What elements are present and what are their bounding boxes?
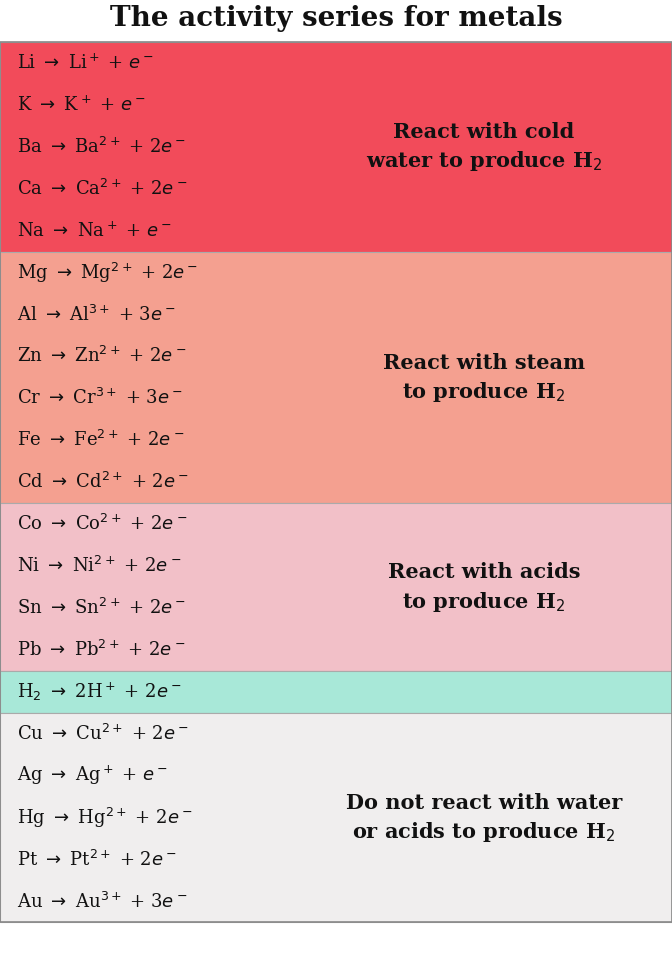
Text: Zn $\rightarrow$ Zn$^{2+}$ + 2$e^-$: Zn $\rightarrow$ Zn$^{2+}$ + 2$e^-$: [17, 346, 186, 367]
Text: Au $\rightarrow$ Au$^{3+}$ + 3$e^-$: Au $\rightarrow$ Au$^{3+}$ + 3$e^-$: [17, 891, 187, 912]
Text: Hg $\rightarrow$ Hg$^{2+}$ + 2$e^-$: Hg $\rightarrow$ Hg$^{2+}$ + 2$e^-$: [17, 805, 192, 830]
Text: Co $\rightarrow$ Co$^{2+}$ + 2$e^-$: Co $\rightarrow$ Co$^{2+}$ + 2$e^-$: [17, 514, 187, 534]
Bar: [0, 42, 672, 252]
Text: Al $\rightarrow$ Al$^{3+}$ + 3$e^-$: Al $\rightarrow$ Al$^{3+}$ + 3$e^-$: [17, 304, 175, 325]
Bar: [0, 252, 672, 503]
Text: or acids to produce H$_2$: or acids to produce H$_2$: [352, 820, 616, 844]
Text: Li $\rightarrow$ Li$^+$ + $e^-$: Li $\rightarrow$ Li$^+$ + $e^-$: [17, 54, 154, 72]
Text: water to produce H$_2$: water to produce H$_2$: [366, 149, 602, 174]
Text: K $\rightarrow$ K$^+$ + $e^-$: K $\rightarrow$ K$^+$ + $e^-$: [17, 96, 146, 114]
Text: to produce H$_2$: to produce H$_2$: [403, 590, 565, 613]
Text: The activity series for metals: The activity series for metals: [110, 5, 562, 31]
Text: React with steam: React with steam: [383, 353, 585, 372]
Bar: [0, 503, 672, 671]
Text: Cr $\rightarrow$ Cr$^{3+}$ + 3$e^-$: Cr $\rightarrow$ Cr$^{3+}$ + 3$e^-$: [17, 388, 183, 409]
Text: React with acids: React with acids: [388, 563, 580, 582]
Text: Cu $\rightarrow$ Cu$^{2+}$ + 2$e^-$: Cu $\rightarrow$ Cu$^{2+}$ + 2$e^-$: [17, 723, 189, 744]
Text: Ca $\rightarrow$ Ca$^{2+}$ + 2$e^-$: Ca $\rightarrow$ Ca$^{2+}$ + 2$e^-$: [17, 178, 187, 199]
Text: Pt $\rightarrow$ Pt$^{2+}$ + 2$e^-$: Pt $\rightarrow$ Pt$^{2+}$ + 2$e^-$: [17, 849, 177, 870]
Text: Ba $\rightarrow$ Ba$^{2+}$ + 2$e^-$: Ba $\rightarrow$ Ba$^{2+}$ + 2$e^-$: [17, 136, 186, 157]
Text: Na $\rightarrow$ Na$^+$ + $e^-$: Na $\rightarrow$ Na$^+$ + $e^-$: [17, 221, 171, 240]
Text: Mg $\rightarrow$ Mg$^{2+}$ + 2$e^-$: Mg $\rightarrow$ Mg$^{2+}$ + 2$e^-$: [17, 260, 198, 285]
Text: React with cold: React with cold: [393, 122, 575, 142]
Text: H$_2$ $\rightarrow$ 2H$^+$ + 2$e^-$: H$_2$ $\rightarrow$ 2H$^+$ + 2$e^-$: [17, 681, 181, 703]
Text: Do not react with water: Do not react with water: [345, 793, 622, 813]
Text: Cd $\rightarrow$ Cd$^{2+}$ + 2$e^-$: Cd $\rightarrow$ Cd$^{2+}$ + 2$e^-$: [17, 472, 189, 492]
Text: Sn $\rightarrow$ Sn$^{2+}$ + 2$e^-$: Sn $\rightarrow$ Sn$^{2+}$ + 2$e^-$: [17, 598, 186, 618]
Text: Ni $\rightarrow$ Ni$^{2+}$ + 2$e^-$: Ni $\rightarrow$ Ni$^{2+}$ + 2$e^-$: [17, 556, 181, 576]
Bar: [0, 713, 672, 922]
Text: Pb $\rightarrow$ Pb$^{2+}$ + 2$e^-$: Pb $\rightarrow$ Pb$^{2+}$ + 2$e^-$: [17, 640, 185, 660]
Bar: [0, 671, 672, 713]
Text: Fe $\rightarrow$ Fe$^{2+}$ + 2$e^-$: Fe $\rightarrow$ Fe$^{2+}$ + 2$e^-$: [17, 430, 184, 450]
Text: Ag $\rightarrow$ Ag$^+$ + $e^-$: Ag $\rightarrow$ Ag$^+$ + $e^-$: [17, 764, 168, 788]
Text: to produce H$_2$: to produce H$_2$: [403, 380, 565, 404]
